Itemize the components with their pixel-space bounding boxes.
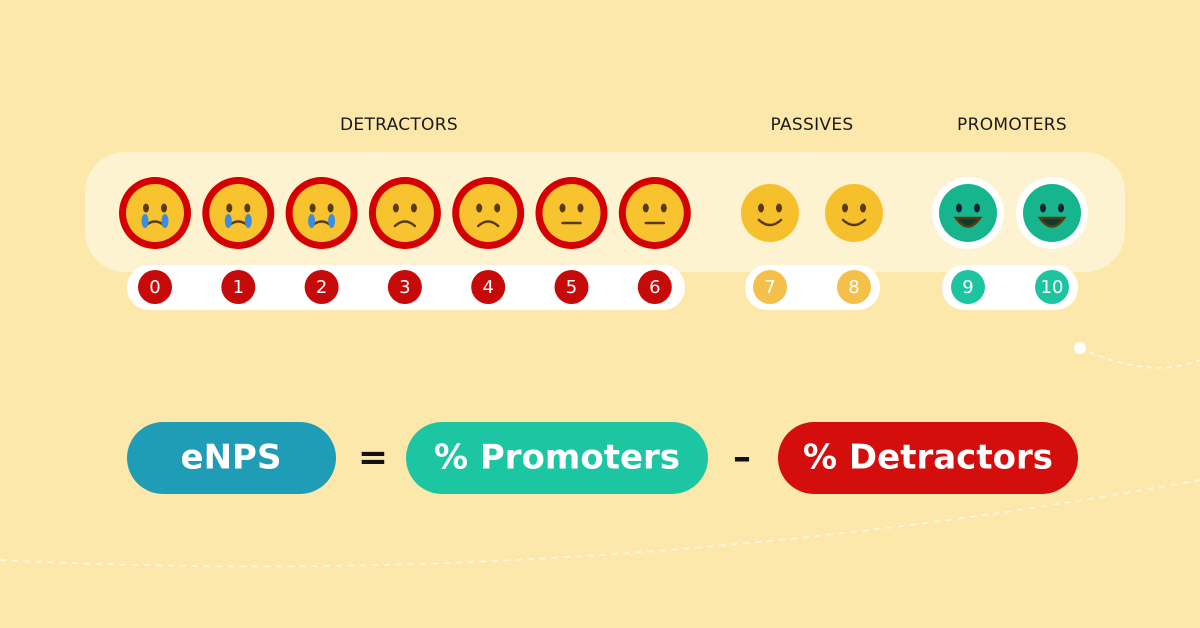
score-number: 7 bbox=[764, 277, 775, 298]
emoji-face bbox=[939, 184, 997, 242]
score-chip bbox=[837, 270, 871, 304]
emoji-tear bbox=[224, 214, 232, 228]
emoji-eye bbox=[327, 203, 334, 213]
emoji-face bbox=[625, 184, 684, 242]
emoji-mouth bbox=[953, 216, 983, 228]
emoji-eye bbox=[577, 203, 584, 213]
emoji-eye bbox=[1058, 203, 1064, 213]
score-chip bbox=[387, 270, 422, 304]
promoters-pill bbox=[406, 422, 708, 494]
score-chip bbox=[1035, 270, 1069, 304]
emoji-mouth bbox=[393, 220, 417, 228]
emoji-eye bbox=[476, 203, 483, 213]
emoji-mouth bbox=[841, 218, 867, 227]
emoji-face bbox=[459, 184, 518, 242]
score-chip bbox=[221, 270, 256, 304]
score-number: 1 bbox=[233, 277, 244, 298]
group-label: PROMOTERS bbox=[957, 115, 1067, 135]
emoji-eye bbox=[309, 203, 316, 213]
score-chip bbox=[554, 270, 589, 304]
minus-sign: – bbox=[733, 437, 751, 478]
detractors-pill bbox=[778, 422, 1078, 494]
score-number: 8 bbox=[848, 277, 859, 298]
emoji-eye bbox=[1040, 203, 1046, 213]
decor-curve bbox=[1079, 347, 1200, 369]
score-chip bbox=[753, 270, 787, 304]
decor-dot bbox=[1074, 342, 1086, 354]
emoji-eye bbox=[161, 203, 167, 213]
emoji-eye bbox=[494, 203, 501, 213]
score-number: 0 bbox=[149, 277, 160, 298]
emoji-eye bbox=[642, 203, 649, 213]
emoji-face bbox=[375, 184, 434, 242]
emoji-eye bbox=[143, 203, 149, 213]
emoji-face bbox=[209, 184, 268, 242]
score-chip bbox=[138, 270, 172, 304]
emoji-eye bbox=[956, 203, 962, 213]
emoji-eye bbox=[776, 203, 782, 213]
emoji-face bbox=[542, 184, 601, 242]
emoji-tear bbox=[161, 214, 169, 228]
group-label: DETRACTORS bbox=[340, 115, 458, 135]
emoji-tear bbox=[244, 214, 252, 228]
emoji-face bbox=[1023, 184, 1081, 242]
emoji-face bbox=[126, 184, 184, 242]
equals-sign: = bbox=[358, 437, 388, 478]
emoji-eye bbox=[842, 203, 848, 213]
score-number: 9 bbox=[962, 277, 973, 298]
promoters-label: % Promoters bbox=[434, 438, 680, 478]
score-number: 6 bbox=[649, 277, 660, 298]
emoji-face bbox=[825, 184, 883, 242]
score-number: 2 bbox=[316, 277, 327, 298]
emoji-face bbox=[292, 184, 351, 242]
emoji-eye bbox=[758, 203, 764, 213]
emoji-mouth bbox=[476, 220, 500, 228]
emoji-eye bbox=[660, 203, 667, 213]
emoji-mouth bbox=[757, 218, 783, 227]
score-chip bbox=[637, 270, 672, 304]
emoji-face bbox=[741, 184, 799, 242]
emoji-tear bbox=[308, 214, 316, 228]
score-chip bbox=[951, 270, 985, 304]
emoji-eye bbox=[226, 203, 233, 213]
emoji-mouth bbox=[1037, 216, 1067, 228]
detractors-label: % Detractors bbox=[803, 438, 1053, 478]
enps-pill bbox=[127, 422, 336, 494]
emoji-eye bbox=[860, 203, 866, 213]
score-number: 10 bbox=[1041, 277, 1064, 298]
emoji-eye bbox=[410, 203, 417, 213]
group-label: PASSIVES bbox=[771, 115, 854, 135]
emoji-eye bbox=[392, 203, 399, 213]
emoji-eye bbox=[244, 203, 251, 213]
emoji-tear bbox=[328, 214, 336, 228]
emoji-eye bbox=[559, 203, 566, 213]
enps-label: eNPS bbox=[181, 438, 282, 478]
decor-curve bbox=[0, 479, 1200, 568]
emoji-tear bbox=[141, 214, 149, 228]
score-number: 3 bbox=[399, 277, 410, 298]
score-number: 5 bbox=[566, 277, 577, 298]
emoji-eye bbox=[974, 203, 980, 213]
score-number: 4 bbox=[482, 277, 493, 298]
score-chip bbox=[471, 270, 506, 304]
score-chip bbox=[304, 270, 339, 304]
